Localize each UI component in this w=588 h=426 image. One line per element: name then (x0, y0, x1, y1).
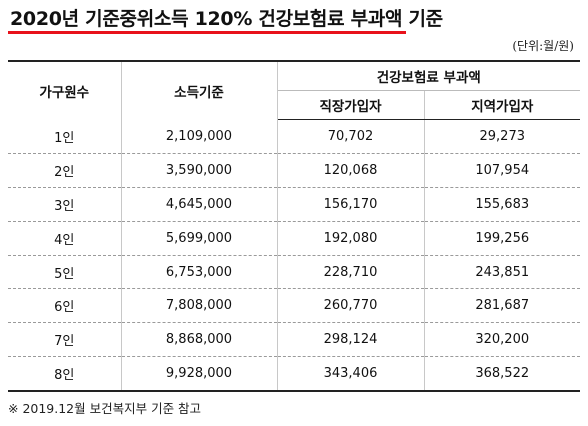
cell-income: 4,645,000 (121, 187, 278, 222)
header-regional: 지역가입자 (424, 90, 580, 120)
cell-employee: 298,124 (277, 322, 425, 358)
footnote: ※ 2019.12월 보건복지부 기준 참고 (8, 401, 202, 416)
table-row: 2인 3,590,000 120,068 107,954 (8, 153, 580, 188)
table-row: 1인 2,109,000 70,702 29,273 (8, 119, 580, 154)
cell-income: 5,699,000 (121, 221, 278, 256)
cell-household: 3인 (8, 187, 122, 222)
cell-regional: 199,256 (424, 221, 580, 256)
cell-employee: 260,770 (277, 288, 425, 324)
cell-income: 9,928,000 (121, 356, 278, 393)
header-premium: 건강보험료 부과액 (277, 60, 580, 91)
table-header: 가구원수 소득기준 건강보험료 부과액 직장가입자 지역가입자 (8, 60, 580, 120)
cell-regional: 155,683 (424, 187, 580, 222)
table-row: 4인 5,699,000 192,080 199,256 (8, 221, 580, 256)
cell-household: 2인 (8, 153, 122, 188)
cell-income: 6,753,000 (121, 255, 278, 290)
title-underline (8, 31, 406, 34)
premium-table: 가구원수 소득기준 건강보험료 부과액 직장가입자 지역가입자 1인 2,109… (8, 60, 580, 393)
cell-regional: 281,687 (424, 288, 580, 324)
page-title: 2020년 기준중위소득 120% 건강보험료 부과액 기준 (10, 8, 443, 30)
cell-household: 1인 (8, 119, 122, 154)
cell-employee: 70,702 (277, 119, 425, 154)
cell-employee: 343,406 (277, 356, 425, 393)
table-row: 6인 7,808,000 260,770 281,687 (8, 288, 580, 324)
cell-regional: 29,273 (424, 119, 580, 154)
header-income: 소득기준 (121, 60, 278, 120)
cell-household: 7인 (8, 322, 122, 358)
table-body: 1인 2,109,000 70,702 29,273 2인 3,590,000 … (8, 119, 580, 393)
cell-income: 3,590,000 (121, 153, 278, 188)
unit-label: (단위:월/원) (512, 39, 574, 53)
header-household: 가구원수 (8, 60, 122, 120)
table-row: 3인 4,645,000 156,170 155,683 (8, 187, 580, 222)
cell-employee: 192,080 (277, 221, 425, 256)
cell-income: 8,868,000 (121, 322, 278, 358)
cell-household: 5인 (8, 255, 122, 290)
cell-employee: 228,710 (277, 255, 425, 290)
cell-household: 8인 (8, 356, 122, 393)
cell-regional: 107,954 (424, 153, 580, 188)
cell-regional: 320,200 (424, 322, 580, 358)
table-row: 8인 9,928,000 343,406 368,522 (8, 356, 580, 393)
table-row: 7인 8,868,000 298,124 320,200 (8, 322, 580, 358)
table-row: 5인 6,753,000 228,710 243,851 (8, 255, 580, 290)
cell-income: 7,808,000 (121, 288, 278, 324)
cell-income: 2,109,000 (121, 119, 278, 154)
cell-household: 4인 (8, 221, 122, 256)
cell-regional: 243,851 (424, 255, 580, 290)
cell-employee: 156,170 (277, 187, 425, 222)
cell-regional: 368,522 (424, 356, 580, 393)
cell-employee: 120,068 (277, 153, 425, 188)
header-employee: 직장가입자 (277, 90, 425, 120)
cell-household: 6인 (8, 288, 122, 324)
